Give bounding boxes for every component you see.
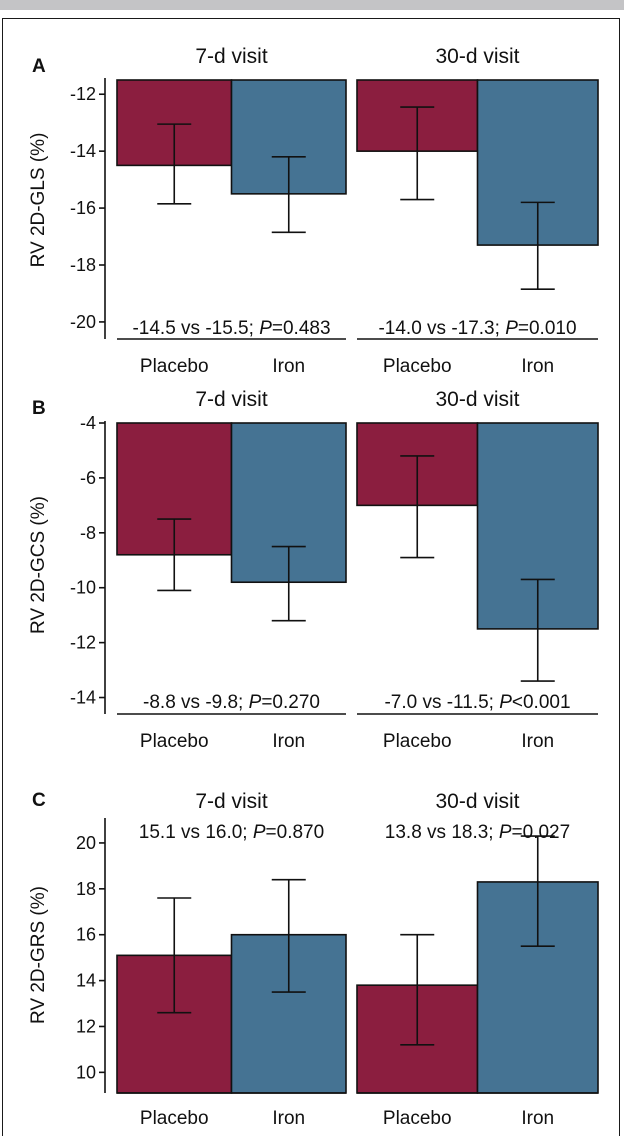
facet-30d: 30-d visit Placebo Iron -14.0 vs -17.3; P=0… bbox=[356, 45, 599, 377]
y-tick-label: -16 bbox=[70, 198, 96, 218]
y-tick-label: -14 bbox=[70, 688, 96, 708]
y-tick-label: -12 bbox=[70, 84, 96, 104]
panel-b: B RV 2D-GCS (%) -4 -6 -8 -10 -12 -14 7-d visit Pl… bbox=[28, 388, 599, 752]
x-tick-label: Iron bbox=[521, 356, 554, 377]
stat-annotation: -8.8 vs -9.8; P=0.270 bbox=[143, 692, 320, 713]
panel-a: A RV 2D-GLS (%) -12 -14 -16 -18 -20 7-d visit Pl… bbox=[28, 45, 599, 377]
stat-annotation: 13.8 vs 18.3; P=0.027 bbox=[385, 822, 570, 843]
x-tick-label: Iron bbox=[521, 1108, 554, 1129]
stat-annotation: -14.0 vs -17.3; P=0.010 bbox=[378, 318, 576, 339]
y-tick-label: 16 bbox=[76, 925, 96, 945]
y-tick-label: -8 bbox=[80, 523, 96, 543]
y-tick-label: 10 bbox=[76, 1062, 96, 1082]
stat-annotation: -14.5 vs -15.5; P=0.483 bbox=[132, 318, 330, 339]
x-tick-label: Iron bbox=[272, 356, 305, 377]
y-tick-label: -6 bbox=[80, 468, 96, 488]
y-tick-label: -14 bbox=[70, 141, 96, 161]
facet-7d: 7-d visit Placebo Iron 15.1 vs 16.0; P=0.87… bbox=[116, 790, 347, 1129]
y-axis-label: RV 2D-GRS (%) bbox=[28, 886, 49, 1024]
y-axis-label: RV 2D-GCS (%) bbox=[28, 496, 49, 634]
facet-title: 7-d visit bbox=[195, 388, 268, 411]
panel-c: C RV 2D-GRS (%) 10 12 14 16 18 20 7-d visit Place… bbox=[28, 790, 599, 1129]
stat-annotation: 15.1 vs 16.0; P=0.870 bbox=[139, 822, 324, 843]
y-axis-label: RV 2D-GLS (%) bbox=[28, 133, 49, 268]
figure-frame bbox=[2, 18, 620, 1136]
y-tick-label: 20 bbox=[76, 833, 96, 853]
x-tick-label: Placebo bbox=[140, 356, 209, 377]
y-tick-label: 12 bbox=[76, 1016, 96, 1036]
x-tick-label: Placebo bbox=[383, 1108, 452, 1129]
top-header-bar bbox=[0, 0, 624, 10]
panel-label: C bbox=[32, 790, 46, 811]
facet-title: 30-d visit bbox=[435, 45, 519, 68]
facet-title: 7-d visit bbox=[195, 45, 268, 68]
facet-title: 30-d visit bbox=[435, 388, 519, 411]
x-tick-label: Placebo bbox=[140, 1108, 209, 1129]
bar-iron bbox=[230, 933, 347, 1094]
y-tick-label: 18 bbox=[76, 879, 96, 899]
x-tick-label: Iron bbox=[272, 731, 305, 752]
facet-30d: 30-d visit Placebo Iron 13.8 vs 18.3; P=0.0… bbox=[356, 790, 599, 1129]
panel-label: B bbox=[32, 398, 46, 419]
x-tick-label: Iron bbox=[272, 1108, 305, 1129]
y-tick-label: -20 bbox=[70, 312, 96, 332]
facet-7d: 7-d visit Placebo Iron -14.5 vs -15.5; P=0.… bbox=[116, 45, 347, 377]
stat-annotation: -7.0 vs -11.5; P<0.001 bbox=[384, 692, 570, 713]
facet-30d: 30-d visit Placebo Iron -7.0 vs -11.5; P<0.… bbox=[356, 388, 599, 752]
x-tick-label: Placebo bbox=[140, 731, 209, 752]
y-tick-label: 14 bbox=[76, 971, 96, 991]
y-tick-label: -10 bbox=[70, 578, 96, 598]
facet-title: 7-d visit bbox=[195, 790, 268, 813]
x-tick-label: Iron bbox=[521, 731, 554, 752]
y-tick-label: -12 bbox=[70, 633, 96, 653]
x-tick-label: Placebo bbox=[383, 356, 452, 377]
y-tick-label: -18 bbox=[70, 255, 96, 275]
panel-label: A bbox=[32, 56, 46, 77]
x-tick-label: Placebo bbox=[383, 731, 452, 752]
facet-7d: 7-d visit Placebo Iron -8.8 vs -9.8; P=0.27… bbox=[116, 388, 347, 752]
facet-title: 30-d visit bbox=[435, 790, 519, 813]
y-tick-label: -4 bbox=[80, 413, 96, 433]
